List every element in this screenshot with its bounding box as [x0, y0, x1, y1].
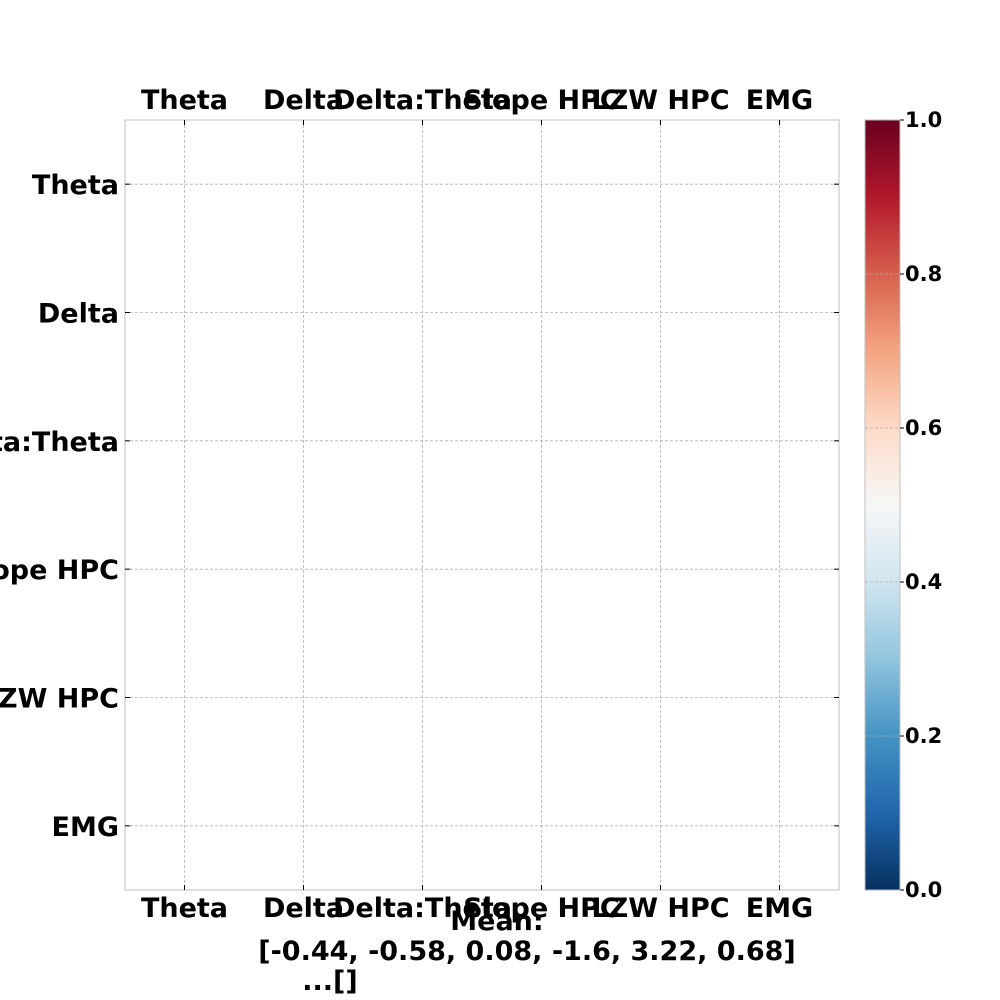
y-label-emg: EMG	[52, 812, 119, 843]
x-top-label-lzw-hpc: LZW HPC	[591, 85, 729, 116]
x-bottom-label-theta: Theta	[141, 893, 228, 924]
y-label-delta-theta: Delta:Theta	[0, 427, 119, 458]
x-top-label-delta-theta: Delta:Theta	[333, 85, 512, 116]
colorbar-label: 0.8	[905, 262, 942, 286]
colorbar-label: 0.6	[905, 416, 942, 440]
tick-marks	[125, 120, 839, 890]
grid-lines	[125, 120, 839, 890]
colorbar-label: 0.2	[905, 724, 942, 748]
x-top-label-theta: Theta	[141, 85, 228, 116]
mean-caption-line1: Mean:	[450, 906, 543, 937]
colorbar-label: 0.0	[905, 878, 942, 902]
mean-caption-line3: ...[]	[302, 966, 357, 997]
x-bottom-label-delta-theta: Delta:Theta	[333, 893, 512, 924]
colorbar-label: 0.4	[905, 570, 942, 594]
y-label-theta: Theta	[32, 170, 119, 201]
y-label-delta: Delta	[38, 299, 119, 330]
plot-area	[124, 119, 840, 891]
y-tick-labels: Theta Delta Delta:Theta Slope HPC LZW HPC EMG	[0, 170, 119, 843]
x-bottom-label-delta: Delta	[263, 893, 344, 924]
y-label-slope-hpc: Slope HPC	[0, 555, 119, 586]
colorbar-label: 1.0	[905, 108, 942, 132]
mean-caption-line2: [-0.44, -0.58, 0.08, -1.6, 3.22, 0.68]	[258, 936, 796, 967]
x-top-label-slope-hpc: Slope HPC	[463, 85, 620, 116]
y-label-lzw-hpc: LZW HPC	[0, 684, 119, 715]
x-top-label-delta: Delta	[263, 85, 344, 116]
x-bottom-label-slope-hpc: Slope HPC	[463, 893, 620, 924]
x-top-label-emg: EMG	[746, 85, 813, 116]
colorbar-tick-labels: 0.0 0.2 0.4 0.6 0.8 1.0	[905, 108, 942, 902]
x-bottom-label-emg: EMG	[746, 893, 813, 924]
colorbar-grid-lines	[865, 119, 904, 891]
x-bottom-label-lzw-hpc: LZW HPC	[591, 893, 729, 924]
colorbar	[864, 119, 901, 891]
